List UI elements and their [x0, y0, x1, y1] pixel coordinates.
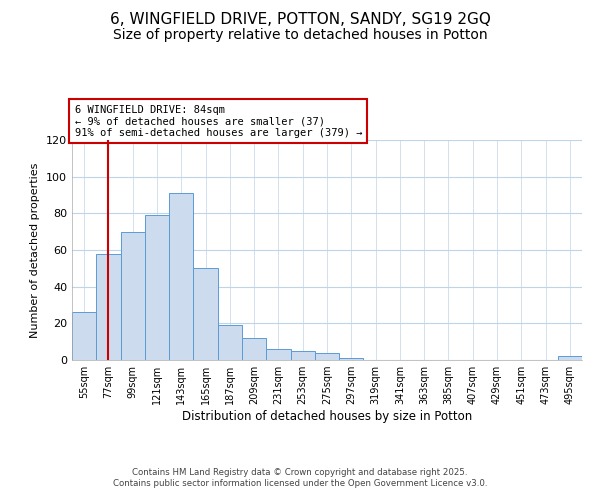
Bar [242, 338, 266, 360]
Bar [96, 254, 121, 360]
Bar [290, 351, 315, 360]
Y-axis label: Number of detached properties: Number of detached properties [31, 162, 40, 338]
Bar [121, 232, 145, 360]
Text: Contains HM Land Registry data © Crown copyright and database right 2025.
Contai: Contains HM Land Registry data © Crown c… [113, 468, 487, 487]
Text: Size of property relative to detached houses in Potton: Size of property relative to detached ho… [113, 28, 487, 42]
Bar [193, 268, 218, 360]
Bar [339, 358, 364, 360]
Bar [169, 193, 193, 360]
Bar [218, 325, 242, 360]
Bar [266, 349, 290, 360]
Bar [315, 352, 339, 360]
X-axis label: Distribution of detached houses by size in Potton: Distribution of detached houses by size … [182, 410, 472, 423]
Bar [72, 312, 96, 360]
Text: 6 WINGFIELD DRIVE: 84sqm
← 9% of detached houses are smaller (37)
91% of semi-de: 6 WINGFIELD DRIVE: 84sqm ← 9% of detache… [74, 104, 362, 138]
Bar [145, 215, 169, 360]
Text: 6, WINGFIELD DRIVE, POTTON, SANDY, SG19 2GQ: 6, WINGFIELD DRIVE, POTTON, SANDY, SG19 … [110, 12, 490, 28]
Bar [558, 356, 582, 360]
